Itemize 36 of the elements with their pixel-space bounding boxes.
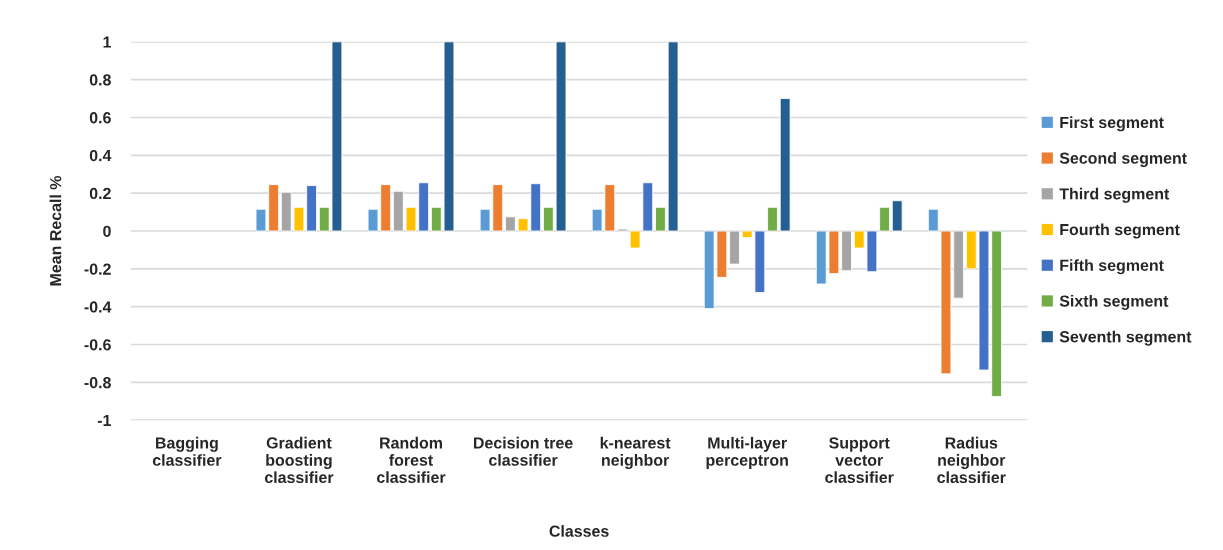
bar <box>667 41 679 232</box>
bar <box>841 230 852 272</box>
x-tick-label: Support vector classifier <box>825 437 894 484</box>
bar <box>729 230 740 265</box>
x-axis-title: Classes <box>549 525 609 537</box>
y-tick-label: 0.2 <box>89 187 111 200</box>
y-tick-label: 0.6 <box>89 112 111 124</box>
legend-label: Second segment <box>1059 152 1187 168</box>
x-tick-label: Radius neighbor classifier <box>937 436 1006 484</box>
y-axis-title: Mean Recall % <box>49 175 62 286</box>
legend-label: Fourth segment <box>1060 223 1180 239</box>
bar <box>779 98 791 232</box>
bar <box>879 206 890 232</box>
x-tick-label: Random forest classifier <box>377 436 446 484</box>
legend-label: Fifth segment <box>1060 259 1164 275</box>
x-tick-label: Gradient boosting classifier <box>264 436 334 484</box>
x-tick-label: k-nearest neighbor <box>600 436 671 470</box>
legend-label: Sixth segment <box>1059 294 1169 310</box>
x-tick-label: Decision tree classifier <box>473 436 573 466</box>
y-tick-label: 0.4 <box>89 149 112 162</box>
y-tick-label: 1 <box>103 36 111 48</box>
y-tick-label: -0.6 <box>84 339 111 351</box>
y-tick-label: 0 <box>103 225 111 237</box>
bar <box>767 206 778 232</box>
x-tick-label: Bagging classifier <box>152 436 222 466</box>
legend-label: Third segment <box>1059 187 1170 203</box>
y-tick-label: -1 <box>97 415 111 426</box>
bar <box>655 206 666 232</box>
y-tick-label: -0.4 <box>84 301 112 313</box>
x-tick-label: Multi-layer perceptron <box>706 436 788 469</box>
y-tick-label: -0.8 <box>84 376 111 389</box>
legend-label: First segment <box>1060 116 1164 132</box>
y-tick-label: -0.2 <box>84 263 111 275</box>
y-tick-label: 0.8 <box>89 74 111 86</box>
bar <box>891 200 903 232</box>
legend-label: Seventh segment <box>1059 330 1192 346</box>
